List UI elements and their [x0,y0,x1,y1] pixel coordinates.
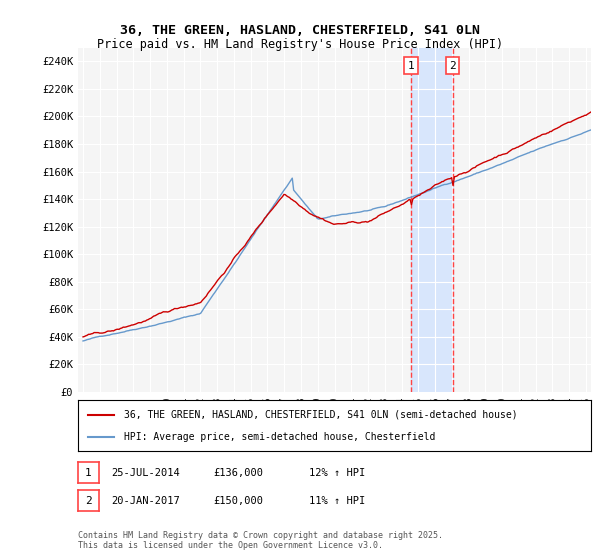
Text: 36, THE GREEN, HASLAND, CHESTERFIELD, S41 0LN: 36, THE GREEN, HASLAND, CHESTERFIELD, S4… [120,24,480,36]
Text: 12% ↑ HPI: 12% ↑ HPI [309,468,365,478]
Text: £136,000: £136,000 [213,468,263,478]
Text: 1: 1 [85,468,92,478]
Text: 25-JUL-2014: 25-JUL-2014 [111,468,180,478]
Text: Contains HM Land Registry data © Crown copyright and database right 2025.
This d: Contains HM Land Registry data © Crown c… [78,530,443,550]
Text: 11% ↑ HPI: 11% ↑ HPI [309,496,365,506]
Text: 2: 2 [449,60,456,71]
Text: 36, THE GREEN, HASLAND, CHESTERFIELD, S41 0LN (semi-detached house): 36, THE GREEN, HASLAND, CHESTERFIELD, S4… [124,409,518,419]
Text: £150,000: £150,000 [213,496,263,506]
Text: 1: 1 [407,60,415,71]
Text: Price paid vs. HM Land Registry's House Price Index (HPI): Price paid vs. HM Land Registry's House … [97,38,503,51]
Text: 20-JAN-2017: 20-JAN-2017 [111,496,180,506]
Text: 2: 2 [85,496,92,506]
Bar [411,48,452,392]
Text: HPI: Average price, semi-detached house, Chesterfield: HPI: Average price, semi-detached house,… [124,432,436,442]
